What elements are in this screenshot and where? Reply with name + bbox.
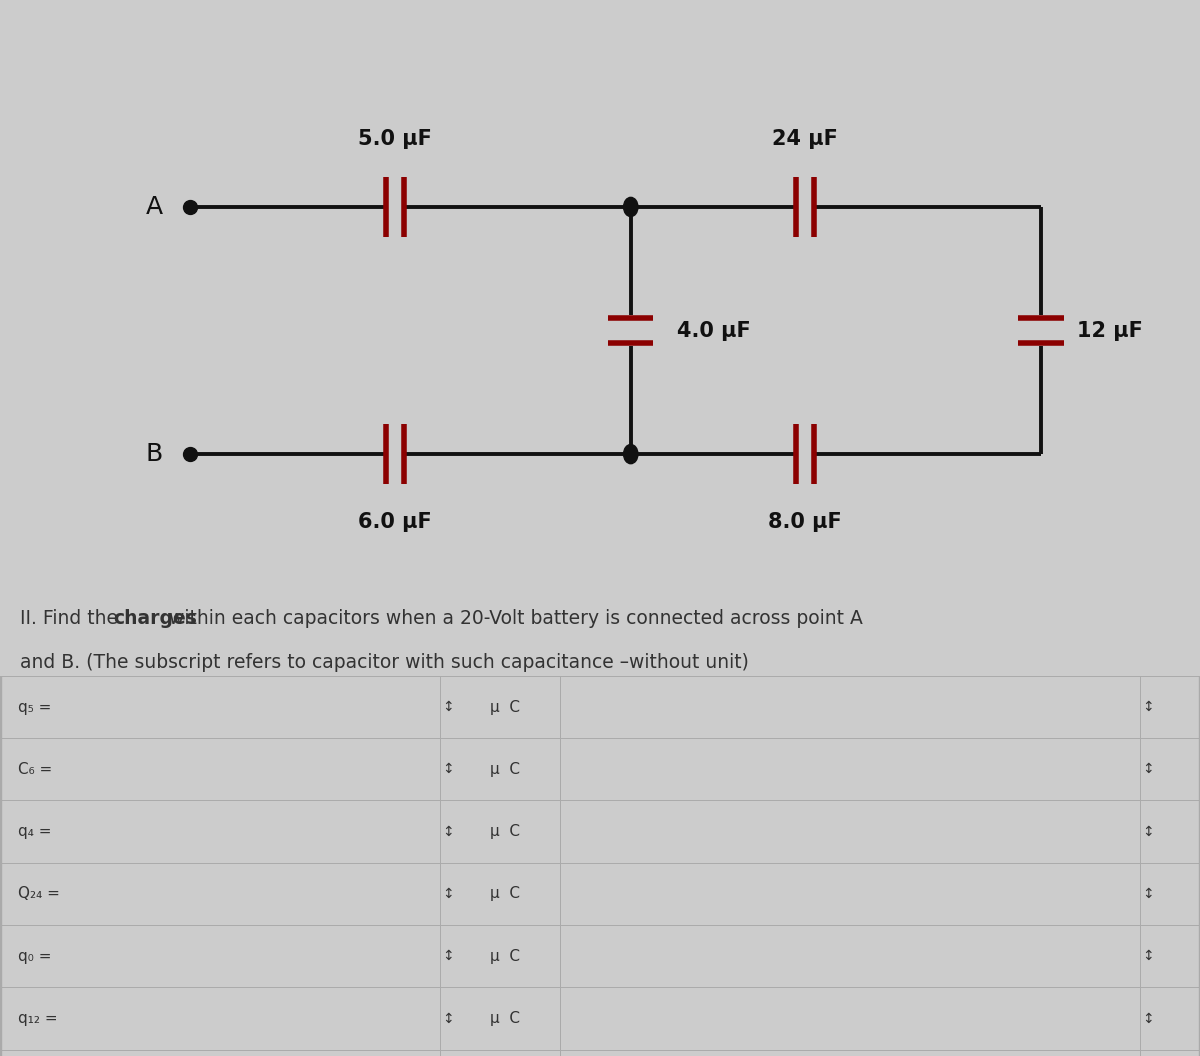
Text: Q₂₄ =: Q₂₄ = — [18, 886, 60, 902]
Text: B: B — [145, 442, 162, 466]
Text: 24 μF: 24 μF — [772, 129, 838, 149]
Text: within each capacitors when a 20-Volt battery is connected across point A: within each capacitors when a 20-Volt ba… — [163, 609, 863, 628]
Text: q₄ =: q₄ = — [18, 824, 52, 840]
Text: ↕: ↕ — [442, 887, 454, 901]
Text: charges: charges — [113, 609, 197, 628]
Text: q₅ =: q₅ = — [18, 699, 52, 715]
Text: 4.0 μF: 4.0 μF — [677, 321, 751, 340]
Text: q₀ =: q₀ = — [18, 948, 52, 964]
Text: ↕: ↕ — [442, 825, 454, 838]
Text: II. Find the: II. Find the — [20, 609, 124, 628]
Text: ↕: ↕ — [1142, 1012, 1154, 1025]
Circle shape — [624, 445, 638, 464]
Text: μ  C: μ C — [490, 824, 520, 840]
Text: ↕: ↕ — [1142, 825, 1154, 838]
Text: μ  C: μ C — [490, 699, 520, 715]
Text: A: A — [145, 195, 162, 219]
Text: μ  C: μ C — [490, 886, 520, 902]
Text: ↕: ↕ — [1142, 762, 1154, 776]
Text: C₆ =: C₆ = — [18, 761, 53, 777]
Text: 12 μF: 12 μF — [1076, 321, 1142, 340]
Text: 8.0 μF: 8.0 μF — [768, 512, 842, 532]
Text: q₁₂ =: q₁₂ = — [18, 1011, 58, 1026]
Text: 5.0 μF: 5.0 μF — [358, 129, 432, 149]
Text: and B. (The subscript refers to capacitor with such capacitance –without unit): and B. (The subscript refers to capacito… — [20, 654, 749, 673]
Text: ↕: ↕ — [1142, 700, 1154, 714]
Text: ↕: ↕ — [442, 700, 454, 714]
Text: μ  C: μ C — [490, 1011, 520, 1026]
Circle shape — [624, 197, 638, 216]
Text: μ  C: μ C — [490, 761, 520, 777]
Text: ↕: ↕ — [442, 762, 454, 776]
Text: ↕: ↕ — [1142, 949, 1154, 963]
Text: ↕: ↕ — [442, 949, 454, 963]
Text: ↕: ↕ — [442, 1012, 454, 1025]
Text: ↕: ↕ — [1142, 887, 1154, 901]
Text: 6.0 μF: 6.0 μF — [358, 512, 432, 532]
Text: μ  C: μ C — [490, 948, 520, 964]
